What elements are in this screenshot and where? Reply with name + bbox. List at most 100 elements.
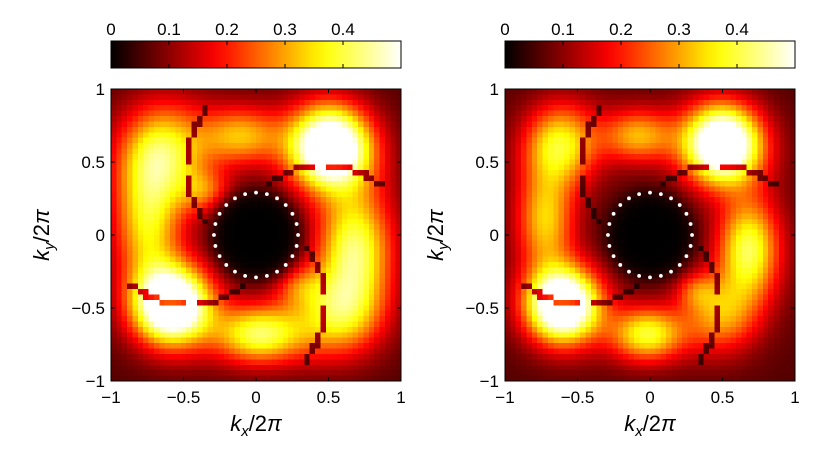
heatmap-cell (505, 197, 511, 204)
circle-dot (264, 273, 269, 278)
heatmap-cell (153, 364, 160, 371)
heatmap-cell (239, 110, 246, 117)
heatmap-cell (137, 94, 144, 101)
heatmap-cell (148, 164, 155, 171)
heatmap-cell (564, 251, 571, 258)
heatmap-cell (623, 197, 630, 204)
heatmap-cell (143, 207, 150, 214)
heatmap-cell (347, 256, 354, 263)
heatmap-cell (148, 175, 155, 182)
heatmap-cell (655, 283, 662, 290)
heatmap-cell (628, 256, 635, 263)
heatmap-cell (719, 224, 726, 231)
circle-dot (254, 190, 258, 195)
heatmap-cell (277, 207, 284, 214)
heatmap-cell (569, 191, 576, 198)
heatmap-cell (116, 202, 123, 209)
heatmap-cell (261, 332, 268, 339)
heatmap-cell (223, 267, 230, 274)
heatmap-cell (127, 89, 134, 96)
heatmap-cell (234, 180, 241, 187)
heatmap-cell (170, 289, 177, 296)
heatmap-cell (229, 283, 236, 290)
heatmap-cell (325, 224, 332, 231)
heatmap-cell (768, 224, 775, 231)
heatmap-cell (293, 218, 300, 225)
heatmap-cell (384, 262, 391, 269)
heatmap-cell (170, 121, 177, 128)
heatmap-cell (218, 170, 225, 177)
heatmap-cell (325, 262, 332, 269)
heatmap-cell (510, 126, 517, 133)
heatmap-cell (644, 132, 651, 139)
heatmap-cell (558, 105, 565, 112)
heatmap-cell (159, 202, 166, 209)
heatmap-cell (137, 148, 144, 155)
heatmap-cell (143, 359, 150, 366)
heatmap-cell (336, 299, 343, 306)
heatmap-cell (325, 143, 332, 150)
heatmap-cell (537, 132, 544, 139)
heatmap-cell (564, 105, 571, 112)
heatmap-cell (650, 235, 656, 242)
heatmap-cell (288, 153, 295, 160)
heatmap-cell (384, 278, 391, 285)
heatmap-cell (159, 110, 166, 117)
heatmap-cell (325, 94, 332, 101)
heatmap-cell (660, 137, 667, 144)
heatmap-cell (655, 105, 662, 112)
heatmap-cell (137, 348, 144, 355)
heatmap-cell (379, 202, 386, 209)
heatmap-cell (639, 218, 646, 225)
heatmap-cell (261, 337, 268, 344)
heatmap-cell (789, 191, 796, 198)
heatmap-cell (725, 191, 732, 198)
heatmap-cell (320, 364, 327, 371)
heatmap-cell (250, 343, 257, 350)
heatmap-cell (153, 235, 160, 242)
heatmap-cell (266, 186, 273, 193)
heatmap-cell (121, 353, 128, 360)
heatmap-cell (671, 213, 678, 220)
heatmap-cell (298, 89, 305, 96)
heatmap-cell (580, 110, 587, 117)
heatmap-cell (515, 99, 522, 106)
heatmap-cell (266, 224, 273, 231)
heatmap-cell (341, 235, 348, 242)
heatmap-cell (116, 110, 123, 117)
heatmap-cell (709, 235, 716, 242)
heatmap-cell (207, 148, 214, 155)
heatmap-cell (266, 235, 273, 242)
heatmap-cell (304, 294, 311, 301)
heatmap-cell (655, 89, 662, 96)
heatmap-cell (644, 164, 651, 171)
heatmap-cell (175, 332, 182, 339)
heatmap-cell (234, 370, 241, 377)
heatmap-cell (590, 116, 597, 123)
heatmap-cell (121, 105, 128, 112)
x-tick-label: 1 (396, 388, 405, 407)
heatmap-cell (526, 283, 533, 290)
heatmap-cell (218, 137, 225, 144)
heatmap-cell (272, 180, 279, 187)
heatmap-cell (191, 289, 198, 296)
heatmap-cell (196, 305, 203, 312)
heatmap-cell (596, 143, 603, 150)
heatmap-cell (143, 343, 150, 350)
heatmap-cell (148, 364, 155, 371)
heatmap-cell (245, 278, 252, 285)
heatmap-cell (768, 267, 775, 274)
heatmap-cell (304, 235, 311, 242)
heatmap-cell (309, 343, 316, 350)
heatmap-cell (223, 251, 230, 258)
heatmap-cell (196, 218, 203, 225)
heatmap-cell (309, 126, 316, 133)
heatmap-cell (137, 240, 144, 247)
heatmap-cell (309, 224, 316, 231)
heatmap-cell (266, 332, 273, 339)
heatmap-cell (515, 278, 522, 285)
heatmap-cell (617, 153, 624, 160)
heatmap-cell (607, 89, 614, 96)
heatmap-cell (768, 197, 775, 204)
heatmap-cell (531, 207, 538, 214)
